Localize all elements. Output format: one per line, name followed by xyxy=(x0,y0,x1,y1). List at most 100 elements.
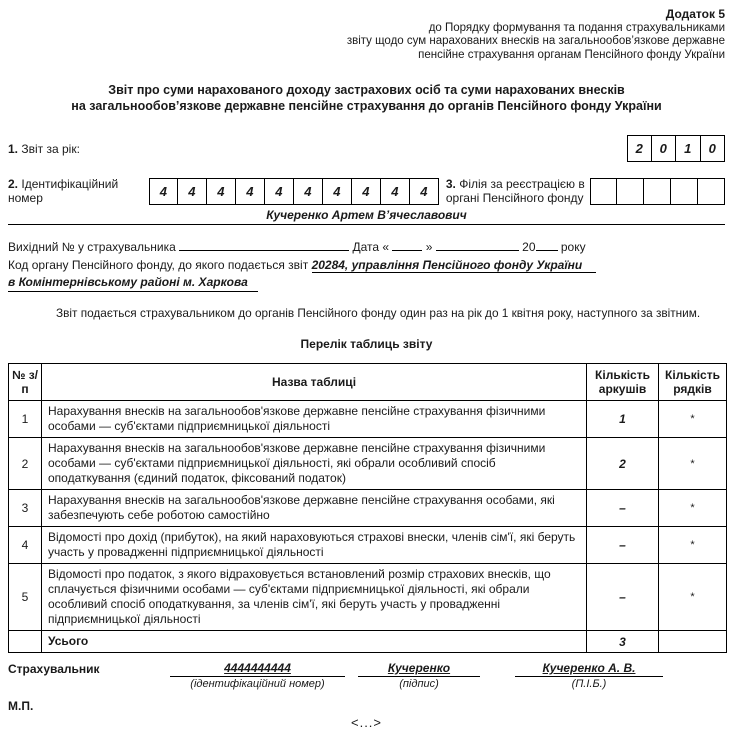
report-year-row: 1. Звіт за рік: 2 0 1 0 xyxy=(8,135,725,162)
id-digit: 4 xyxy=(304,183,312,199)
id-digit-cell[interactable]: 4 xyxy=(148,177,178,205)
table-row: 2 Нарахування внесків на загальнообов'яз… xyxy=(8,437,727,490)
appendix-number: Додаток 5 xyxy=(665,7,725,21)
date-label: Дата « xyxy=(352,240,390,254)
appendix-line: до Порядку формування та подання страхув… xyxy=(428,21,725,34)
branch-cell[interactable] xyxy=(644,177,671,205)
id-digit-boxes: 4 4 4 4 4 4 4 4 4 4 xyxy=(148,177,439,205)
field-number: 2. xyxy=(8,177,19,191)
id-digit: 4 xyxy=(275,183,283,199)
signature-value: Кучеренко xyxy=(387,661,451,675)
page-title-line1: Звіт про суми нарахованого доходу застра… xyxy=(108,83,625,97)
total-num xyxy=(8,630,42,653)
row-sheets: – xyxy=(586,563,659,631)
stamp-label: М.П. xyxy=(8,699,34,713)
id-number-label: 2. Ідентифікаційний номер xyxy=(8,177,127,205)
branch-cell[interactable] xyxy=(671,177,698,205)
date-day-blank[interactable] xyxy=(392,238,423,251)
date-quote-close: » xyxy=(425,240,433,254)
row-num: 3 xyxy=(8,489,42,527)
outgoing-label: Вихідний № у страхувальника xyxy=(8,240,176,254)
field-label: Звіт за рік: xyxy=(21,141,80,156)
tables-list: № з/п Назва таблиці Кількість аркушів Кі… xyxy=(8,363,727,653)
year-digit-cell[interactable]: 2 xyxy=(627,135,652,162)
row-rows-count: * xyxy=(658,400,727,438)
page-title: Звіт про суми нарахованого доходу застра… xyxy=(8,82,725,114)
header-num: № з/п xyxy=(8,363,42,401)
outgoing-number-blank[interactable] xyxy=(179,238,350,251)
signature-field-id-number: 4444444444 (ідентифікаційний номер) xyxy=(170,661,345,690)
insurer-label: Страхувальник xyxy=(8,662,100,676)
header-sheets: Кількість аркушів xyxy=(586,363,659,401)
table-row: 3 Нарахування внесків на загальнообов'яз… xyxy=(8,489,727,527)
id-digit-cell[interactable]: 4 xyxy=(206,177,236,205)
id-branch-row: 2. Ідентифікаційний номер 4 4 4 4 4 4 4 … xyxy=(8,177,725,205)
year-digit-cell[interactable]: 0 xyxy=(651,135,676,162)
id-digit-cell[interactable]: 4 xyxy=(409,177,439,205)
signature-caption: (підпис) xyxy=(399,678,439,690)
field-label: Філія за реєстрацією в органі Пенсійного… xyxy=(445,177,585,205)
signature-field-signature: Кучеренко (підпис) xyxy=(358,661,480,690)
field-label: Ідентифікаційний номер xyxy=(8,177,119,205)
insured-name: Кучеренко Артем В’ячеславович xyxy=(266,208,467,222)
row-name: Відомості про дохід (прибуток), на який … xyxy=(41,526,587,564)
signature-line[interactable]: Кучеренко А. В. xyxy=(515,661,663,677)
id-digit-cell[interactable]: 4 xyxy=(264,177,294,205)
row-name: Нарахування внесків на загальнообов'язко… xyxy=(41,489,587,527)
year-digit: 0 xyxy=(708,141,716,156)
date-year-prefix: 20 xyxy=(522,240,536,254)
row-sheets: 2 xyxy=(586,437,659,490)
signature-value: 4444444444 xyxy=(224,661,291,675)
id-digit-cell[interactable]: 4 xyxy=(235,177,265,205)
insured-name-line: Кучеренко Артем В’ячеславович xyxy=(8,208,725,225)
year-digit: 0 xyxy=(659,141,667,156)
row-rows-count: * xyxy=(658,437,727,490)
appendix-header: Додаток 5 до Порядку формування та подан… xyxy=(8,7,725,62)
year-digit-cell[interactable]: 1 xyxy=(676,135,701,162)
row-rows-count: * xyxy=(658,526,727,564)
tables-list-caption: Перелік таблиць звіту xyxy=(300,337,433,351)
year-digit: 2 xyxy=(635,141,643,156)
year-digit-cell[interactable]: 0 xyxy=(700,135,725,162)
row-sheets: – xyxy=(586,526,659,564)
outgoing-line: Вихідний № у страхувальника Дата « » 20 … xyxy=(8,238,725,255)
page-break-mark: <...> xyxy=(350,715,383,730)
date-month-blank[interactable] xyxy=(435,238,519,251)
signature-caption: (П.І.Б.) xyxy=(571,678,607,690)
id-digit: 4 xyxy=(188,183,196,199)
id-digit-cell[interactable]: 4 xyxy=(322,177,352,205)
id-digit: 4 xyxy=(391,183,399,199)
branch-boxes xyxy=(590,177,725,205)
row-name: Нарахування внесків на загальнообов'язко… xyxy=(41,400,587,438)
year-digit: 1 xyxy=(684,141,692,156)
branch-cell[interactable] xyxy=(617,177,644,205)
row-num: 4 xyxy=(8,526,42,564)
signature-value: Кучеренко А. В. xyxy=(542,661,636,675)
signature-caption: (ідентифікаційний номер) xyxy=(190,678,325,690)
org-code-value-line2: в Комінтернівському районі м. Харкова xyxy=(8,274,258,292)
field-number: 3. xyxy=(445,177,456,191)
header-name: Назва таблиці xyxy=(41,363,587,401)
branch-label: 3. Філія за реєстрацією в органі Пенсійн… xyxy=(446,177,590,205)
submission-note: Звіт подається страхувальником до органі… xyxy=(56,306,701,320)
id-digit-cell[interactable]: 4 xyxy=(293,177,323,205)
id-digit: 4 xyxy=(159,183,167,199)
branch-cell[interactable] xyxy=(698,177,725,205)
org-code-line: Код органу Пенсійного фонду, до якого по… xyxy=(8,257,725,292)
row-num: 2 xyxy=(8,437,42,490)
total-rows-count xyxy=(658,630,727,653)
total-label: Усього xyxy=(41,630,587,653)
id-digit-cell[interactable]: 4 xyxy=(380,177,410,205)
signature-line[interactable]: 4444444444 xyxy=(170,661,345,677)
table-row: 4 Відомості про дохід (прибуток), на яки… xyxy=(8,526,727,564)
id-digit-cell[interactable]: 4 xyxy=(351,177,381,205)
date-year-blank[interactable] xyxy=(535,238,558,251)
row-rows-count: * xyxy=(658,563,727,631)
signature-line[interactable]: Кучеренко xyxy=(358,661,480,677)
year-digit-boxes: 2 0 1 0 xyxy=(627,135,725,162)
id-digit-cell[interactable]: 4 xyxy=(177,177,207,205)
branch-cell[interactable] xyxy=(590,177,617,205)
appendix-line: звіту щодо сум нарахованих внесків на за… xyxy=(346,35,725,47)
row-num: 1 xyxy=(8,400,42,438)
row-num: 5 xyxy=(8,563,42,631)
